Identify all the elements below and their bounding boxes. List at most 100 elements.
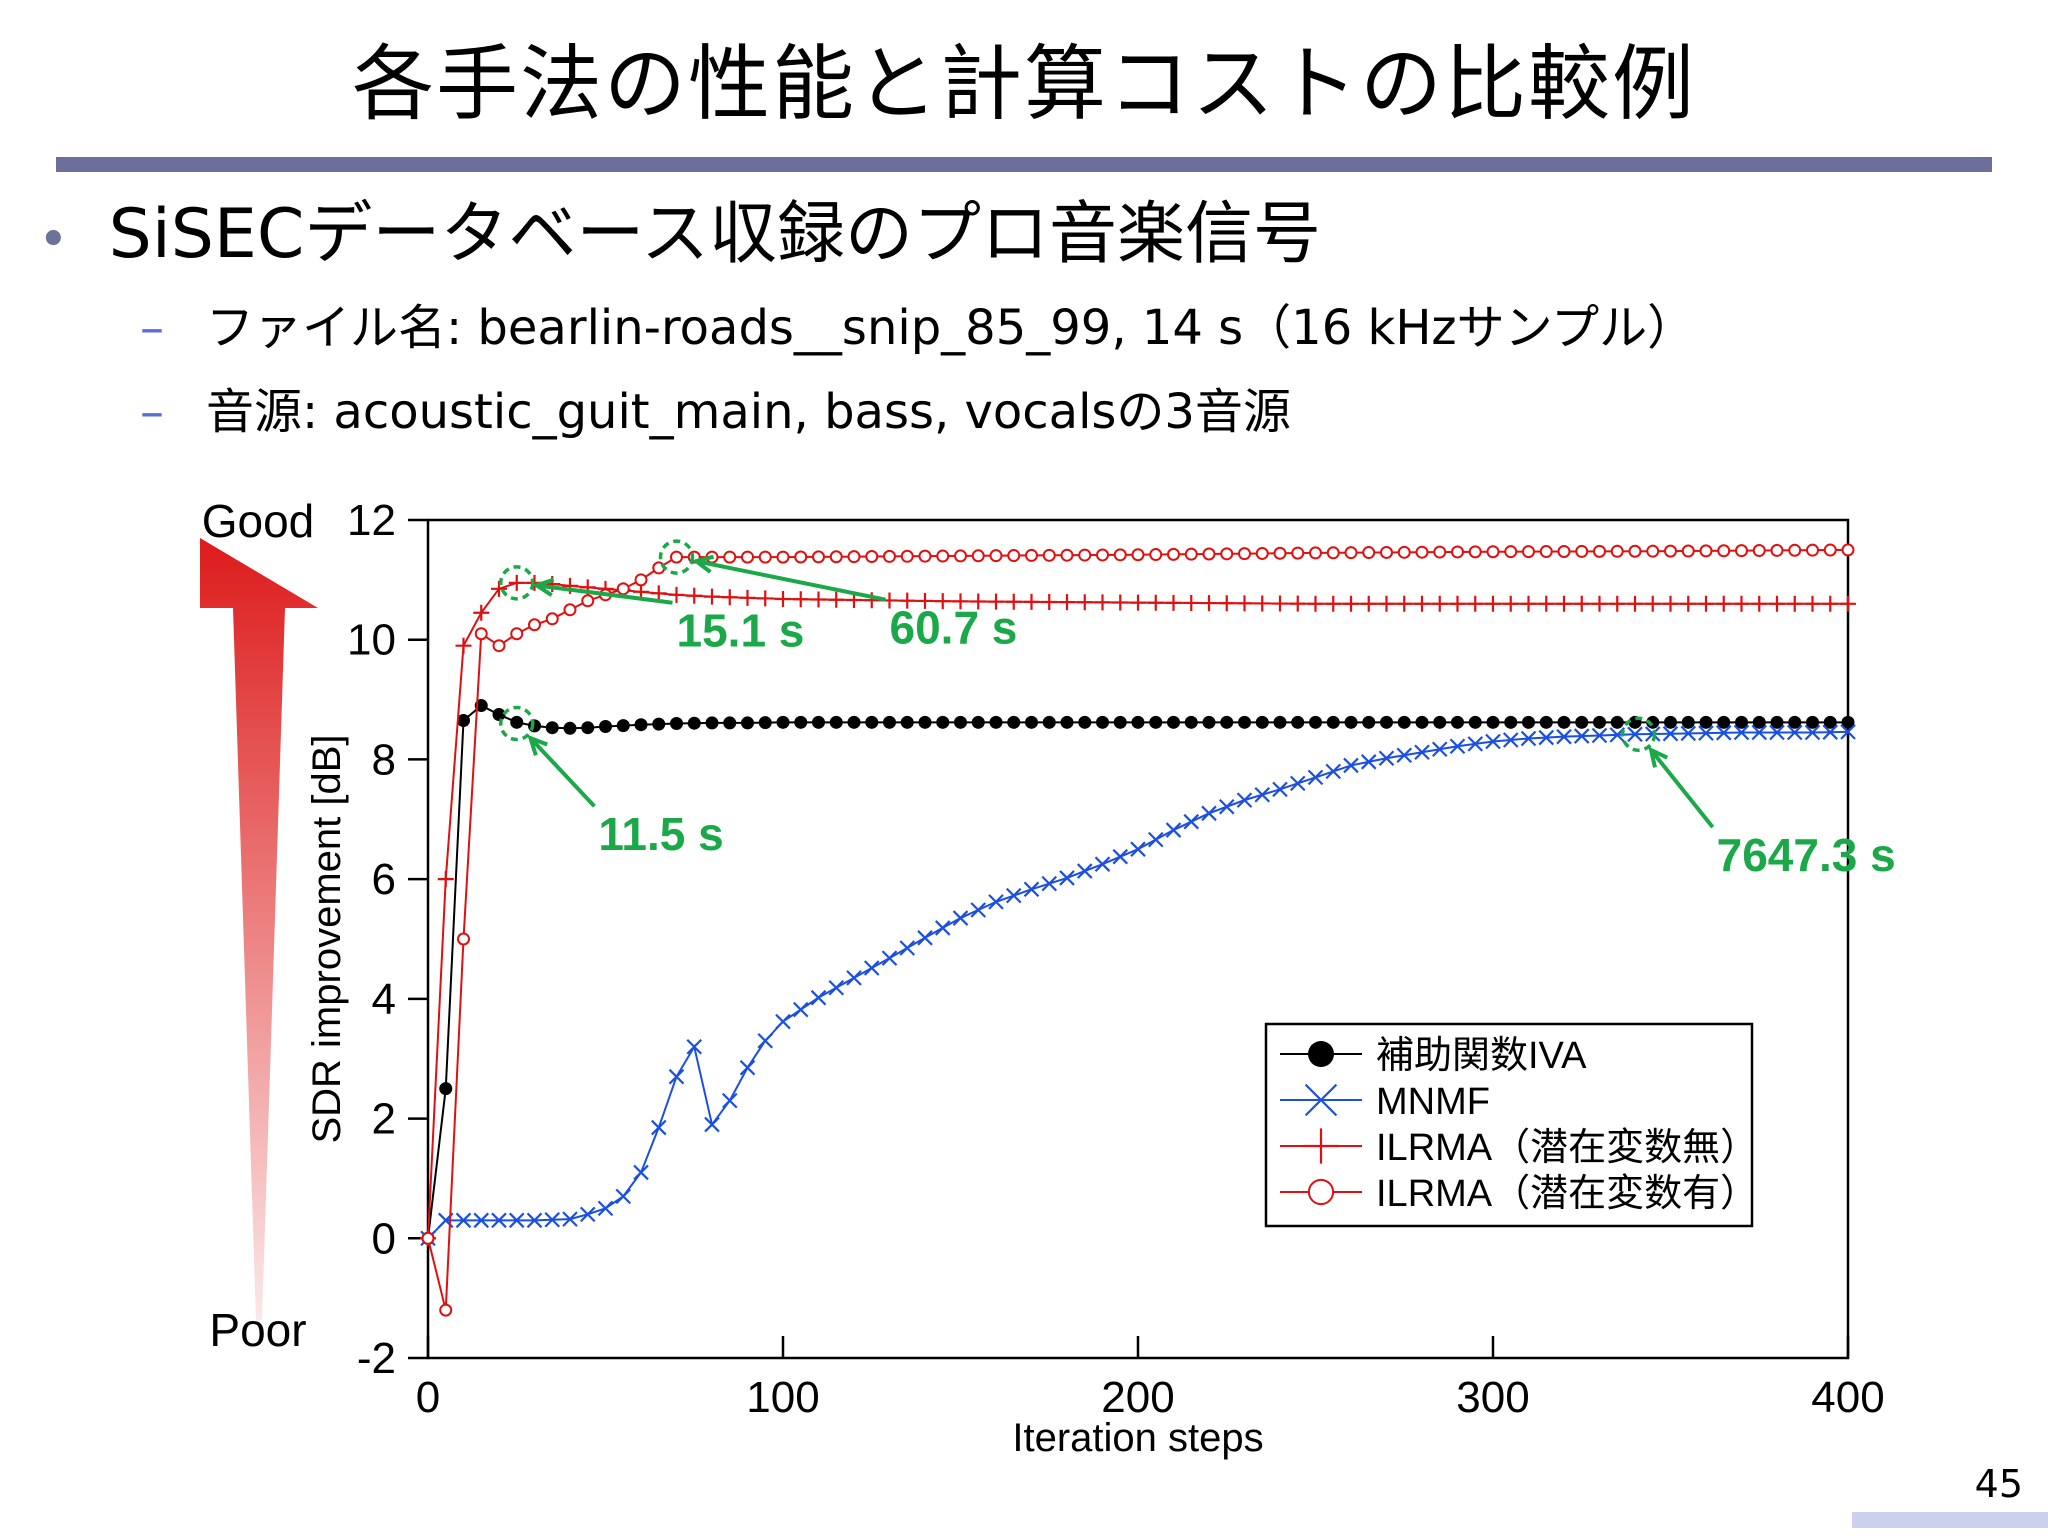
data-point	[794, 550, 808, 564]
data-point	[739, 1059, 756, 1076]
data-point	[1113, 715, 1127, 729]
data-point	[1431, 741, 1448, 758]
data-point	[741, 550, 754, 564]
data-point	[757, 590, 774, 607]
data-point	[1735, 715, 1748, 729]
data-point	[1556, 728, 1572, 745]
data-point	[1378, 595, 1395, 612]
data-point	[1343, 757, 1359, 774]
annotation-arrowhead-icon	[1648, 746, 1669, 768]
data-point	[1325, 763, 1342, 780]
data-point	[1628, 544, 1642, 558]
data-point	[988, 894, 1004, 910]
legend-label: ILRMA（潜在変数無）	[1376, 1127, 1758, 1169]
data-point	[616, 582, 630, 596]
data-point	[792, 591, 809, 608]
y-tick-label: 6	[372, 855, 396, 904]
annotation-label: 11.5 s	[598, 808, 723, 860]
data-point	[775, 1013, 791, 1030]
y-tick-label: 0	[372, 1214, 396, 1263]
data-point	[1130, 594, 1146, 611]
data-point	[1575, 715, 1589, 729]
data-point	[1840, 595, 1856, 612]
data-point	[847, 550, 861, 564]
data-point	[1502, 732, 1519, 748]
quality-arrow-icon	[200, 538, 318, 1320]
data-point	[758, 550, 772, 564]
data-point	[439, 1082, 453, 1096]
annotation-arrowhead-icon	[691, 554, 715, 574]
data-point	[1254, 595, 1271, 612]
annotation-label: 60.7 s	[890, 602, 1018, 654]
data-point	[1841, 715, 1855, 729]
data-point	[1769, 724, 1785, 741]
main-bullet: • SiSECデータベース収録のプロ音楽信号	[38, 190, 1321, 285]
data-point	[1060, 715, 1074, 729]
data-point	[1218, 595, 1235, 612]
data-point	[1112, 848, 1129, 865]
data-point	[776, 715, 790, 729]
annotation-circle	[658, 539, 695, 575]
series-dot	[421, 699, 1855, 1245]
data-point	[810, 591, 827, 608]
data-point	[971, 715, 985, 729]
data-point	[1467, 736, 1484, 752]
data-point	[491, 1212, 507, 1229]
data-point	[686, 587, 703, 604]
data-point	[1680, 725, 1697, 742]
data-point	[1823, 715, 1837, 729]
data-point	[1308, 1041, 1334, 1067]
data-point	[865, 550, 879, 564]
data-point	[812, 715, 825, 729]
data-point	[545, 721, 559, 735]
data-point	[936, 715, 950, 729]
data-point	[1202, 715, 1216, 729]
legend-label: MNMF	[1376, 1081, 1490, 1123]
data-point	[1201, 805, 1217, 822]
series-circle	[421, 543, 1855, 1317]
data-point	[1573, 595, 1590, 612]
data-point	[650, 1119, 667, 1136]
data-point	[652, 717, 666, 731]
data-point	[723, 716, 737, 730]
data-point	[1646, 715, 1660, 729]
data-point	[528, 618, 541, 632]
data-point	[988, 593, 1004, 610]
data-point	[545, 612, 559, 626]
data-point	[1591, 727, 1608, 744]
data-point	[721, 589, 738, 606]
data-point	[1699, 715, 1713, 729]
data-point	[1752, 544, 1766, 558]
data-point	[1735, 544, 1748, 558]
data-point	[1806, 543, 1819, 557]
data-point	[1289, 595, 1306, 612]
plot-frame	[426, 518, 1850, 1360]
data-point	[474, 627, 488, 641]
annotation-circle	[499, 705, 535, 742]
data-point	[1502, 595, 1519, 612]
corner-bar	[1852, 1512, 2048, 1528]
data-point	[1522, 545, 1535, 559]
axes: 0 100 200 300 400 -2 0 2 4 6 8 10 12	[347, 496, 1885, 1422]
data-point	[1538, 595, 1555, 612]
data-point	[1184, 547, 1198, 561]
data-point	[1715, 595, 1732, 612]
data-point	[952, 593, 969, 610]
data-point	[917, 930, 933, 946]
data-point	[1343, 595, 1359, 612]
annotation-circle	[1620, 716, 1657, 753]
data-point	[492, 639, 506, 653]
annotation-label: 15.1 s	[677, 605, 805, 657]
data-point	[491, 580, 507, 597]
data-point	[1183, 813, 1200, 830]
data-point	[900, 549, 914, 563]
data-point	[1183, 594, 1200, 611]
x-tick-label: 200	[1101, 1373, 1174, 1422]
series-x	[420, 724, 1856, 1247]
data-point	[1840, 724, 1856, 740]
sub-bullet-sources: – 音源: acoustic_guit_main, bass, vocalsの3音…	[140, 380, 1291, 444]
quality-arrow: Good Poor	[200, 495, 318, 1356]
data-point	[473, 1212, 490, 1229]
data-point	[1467, 595, 1484, 612]
